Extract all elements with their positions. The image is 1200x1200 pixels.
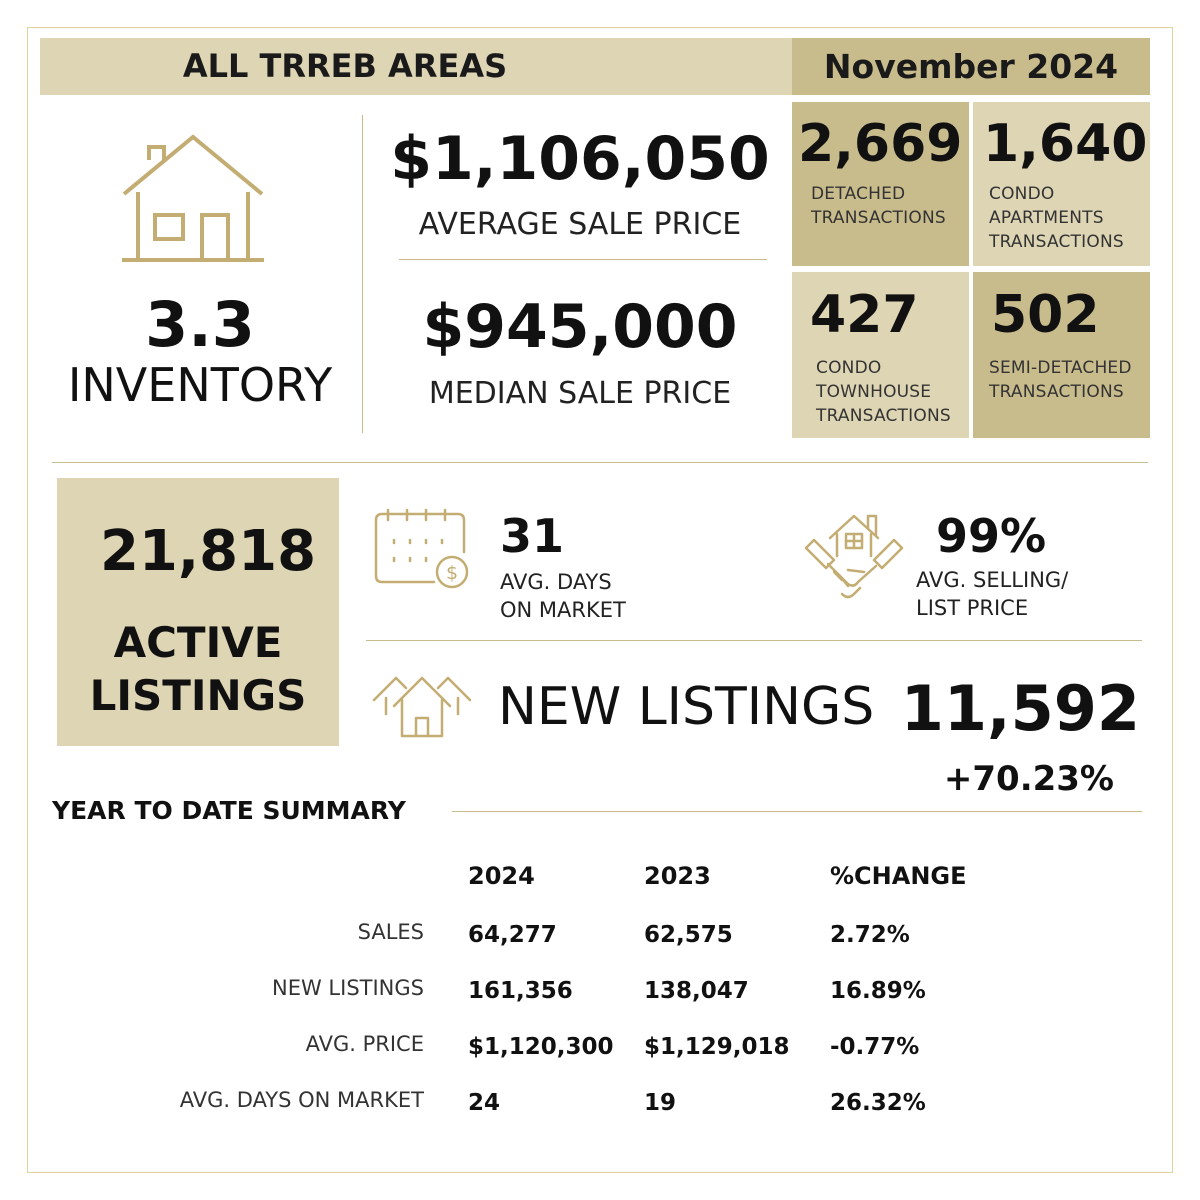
tile-condo-apartments-value: 1,640 [983, 114, 1148, 174]
new-listings-label: NEW LISTINGS [498, 677, 875, 737]
ytd-cell: 2.72% [830, 922, 910, 948]
ytd-cell: -0.77% [830, 1034, 920, 1060]
days-on-market-label-1: AVG. DAYS [500, 570, 612, 594]
month-title: November 2024 [823, 47, 1119, 86]
outer-frame [27, 27, 1173, 1173]
ytd-row-label: SALES [357, 920, 424, 944]
ytd-row-label: AVG. PRICE [305, 1032, 424, 1056]
ytd-cell: 138,047 [644, 978, 749, 1004]
tile-semi-detached-label-2: TRANSACTIONS [989, 382, 1124, 402]
active-listings-label-2: LISTINGS [89, 671, 307, 720]
active-listings-value: 21,818 [99, 519, 317, 584]
month-box [792, 38, 1150, 95]
house-icon [122, 134, 264, 262]
median-price-value: $945,000 [422, 292, 738, 362]
tile-detached-label-1: DETACHED [811, 184, 906, 204]
area-title: ALL TRREB AREAS [182, 47, 508, 85]
vertical-divider [362, 115, 363, 433]
ytd-row-label: NEW LISTINGS [272, 976, 424, 1000]
days-on-market-label-2: ON MARKET [500, 598, 626, 622]
ytd-col-2023: 2023 [644, 862, 711, 890]
ytd-cell: 26.32% [830, 1090, 926, 1116]
avg-price-value: $1,106,050 [390, 124, 770, 194]
tile-condo-townhouse-label-3: TRANSACTIONS [816, 406, 951, 426]
ytd-col-2024: 2024 [468, 862, 535, 890]
tile-condo-townhouse-label-2: TOWNHOUSE [816, 382, 932, 402]
tile-condo-townhouse-value: 427 [810, 285, 919, 345]
inventory-value: 3.3 [145, 288, 255, 361]
active-listings-label-1: ACTIVE [113, 618, 283, 667]
tile-semi-detached: 502 SEMI-DETACHED TRANSACTIONS [973, 272, 1150, 438]
calendar-dollar-icon: $ [374, 508, 469, 589]
ytd-title: YEAR TO DATE SUMMARY [52, 796, 406, 825]
section-divider [52, 462, 1148, 463]
tile-condo-apartments-label-2: APARTMENTS [989, 208, 1104, 228]
houses-icon [372, 676, 472, 738]
days-on-market-value: 31 [500, 509, 565, 563]
selling-ratio-label-2: LIST PRICE [916, 596, 1029, 620]
ytd-col-change: %CHANGE [830, 862, 967, 890]
avg-price-label: AVERAGE SALE PRICE [418, 207, 742, 242]
price-divider [399, 259, 767, 260]
tile-detached-label-2: TRANSACTIONS [811, 208, 946, 228]
selling-ratio-value: 99% [936, 509, 1047, 563]
ytd-cell: 62,575 [644, 922, 733, 948]
ytd-cell: 24 [468, 1090, 501, 1116]
ytd-cell: 16.89% [830, 978, 926, 1004]
tile-condo-apartments: 1,640 CONDO APARTMENTS TRANSACTIONS [973, 102, 1150, 266]
ytd-row-label: AVG. DAYS ON MARKET [179, 1088, 424, 1112]
inventory-label: INVENTORY [67, 358, 333, 412]
stats-divider [366, 640, 1142, 641]
tile-condo-townhouse: 427 CONDO TOWNHOUSE TRANSACTIONS [792, 272, 969, 438]
ytd-cell: 19 [644, 1090, 677, 1116]
active-listings-box: 21,818 ACTIVE LISTINGS [57, 478, 339, 746]
new-listings-change: +70.23% [943, 759, 1114, 799]
tile-semi-detached-label-1: SEMI-DETACHED [989, 358, 1132, 378]
ytd-cell: $1,120,300 [468, 1034, 614, 1060]
tile-detached: 2,669 DETACHED TRANSACTIONS [792, 102, 969, 266]
ytd-cell: 161,356 [468, 978, 573, 1004]
handshake-house-icon [804, 514, 904, 599]
ytd-cell: $1,129,018 [644, 1034, 790, 1060]
tile-condo-apartments-label-3: TRANSACTIONS [989, 232, 1124, 252]
ytd-cell: 64,277 [468, 922, 557, 948]
ytd-title-rule [452, 811, 1142, 812]
median-price-label: MEDIAN SALE PRICE [428, 376, 732, 411]
tile-condo-townhouse-label-1: CONDO [816, 358, 882, 378]
selling-ratio-label-1: AVG. SELLING/ [916, 568, 1069, 592]
tile-semi-detached-value: 502 [991, 285, 1100, 345]
svg-text:$: $ [446, 562, 458, 584]
tile-condo-apartments-label-1: CONDO [989, 184, 1055, 204]
tile-detached-value: 2,669 [798, 114, 963, 174]
new-listings-value: 11,592 [900, 672, 1140, 745]
